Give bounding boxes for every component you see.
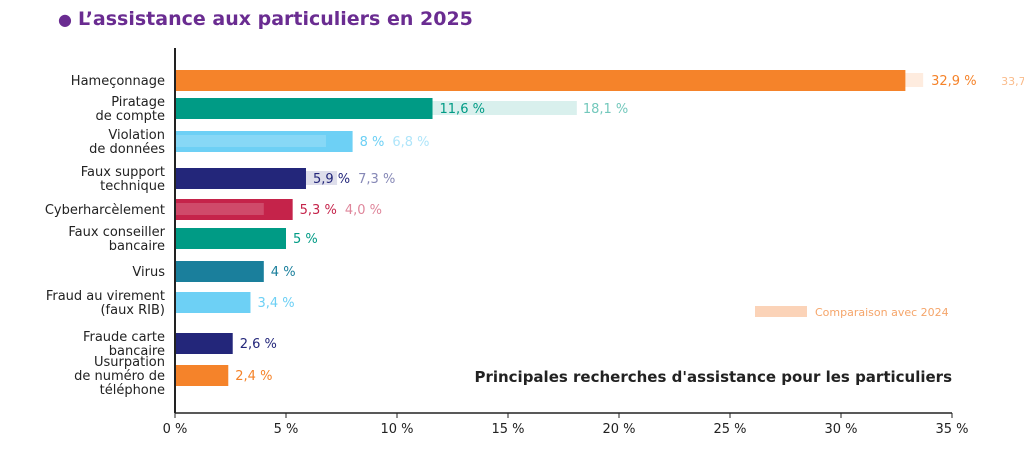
bar-2025 [175,365,229,386]
data-label-2024: 6,8 % [392,135,429,150]
category-label: (faux RIB) [100,303,165,318]
bar-2024 [175,135,326,147]
x-tick-label: 25 % [713,422,746,437]
category-label: Virus [132,265,165,280]
bar-2025 [175,228,286,249]
category-label: Faux conseiller [68,225,165,240]
category-label: Fraude carte [83,330,165,345]
bar-2025 [175,261,264,282]
category-label: Piratage [111,95,165,110]
page-title: ● L’assistance aux particuliers en 2025 [58,8,473,30]
x-tick-label: 30 % [824,422,857,437]
bar-2025 [175,70,906,91]
bar-2025 [175,131,353,152]
data-label-2024: 18,1 % [583,102,628,117]
category-label: de données [89,142,165,157]
x-tick-label: 35 % [935,422,968,437]
x-tick-label: 10 % [380,422,413,437]
bullet-icon: ● [58,10,72,29]
data-label-2025: 32,9 % [931,74,976,89]
data-label-2024: 4,0 % [345,203,382,218]
data-label-2025: 4 % [271,265,296,280]
category-label: bancaire [109,239,165,254]
bar-2024 [175,203,264,215]
data-label-2025: 5 % [293,232,318,247]
category-label: bancaire [109,344,165,359]
x-tick-label: 20 % [602,422,635,437]
bar-2025 [175,292,251,313]
category-label: de numéro de [74,369,165,384]
data-label-2025: 11,6 % [440,102,485,117]
bar-2025 [175,98,433,119]
bar-2025 [175,199,293,220]
data-label-2025: 5,9 % [313,172,350,187]
category-label: de compte [96,109,166,124]
category-label: Fraud au virement [46,289,165,304]
data-label-2025: 2,4 % [235,369,272,384]
data-label-2024: 7,3 % [358,172,395,187]
x-tick-label: 0 % [163,422,188,437]
category-label: technique [100,179,165,194]
legend-swatch [755,306,807,317]
data-label-2025: 3,4 % [257,296,294,311]
chart-title: Principales recherches d'assistance pour… [474,368,952,386]
data-label-2025: 5,3 % [300,203,337,218]
bar-2025 [175,168,306,189]
category-label: Usurpation [94,355,165,370]
data-label-2024: 33,7 % [1001,75,1024,88]
legend-label: Comparaison avec 2024 [815,306,949,319]
category-label: Cyberharcèlement [45,203,165,218]
category-label: Hameçonnage [71,74,165,89]
x-tick-label: 5 % [274,422,299,437]
title-text: L’assistance aux particuliers en 2025 [77,8,473,30]
category-label: Faux support [81,165,165,180]
data-label-2025: 8 % [360,135,385,150]
category-label: Violation [108,128,165,143]
x-tick-label: 15 % [491,422,524,437]
data-label-2025: 2,6 % [240,337,277,352]
bar-2025 [175,333,233,354]
category-label: téléphone [100,383,165,398]
